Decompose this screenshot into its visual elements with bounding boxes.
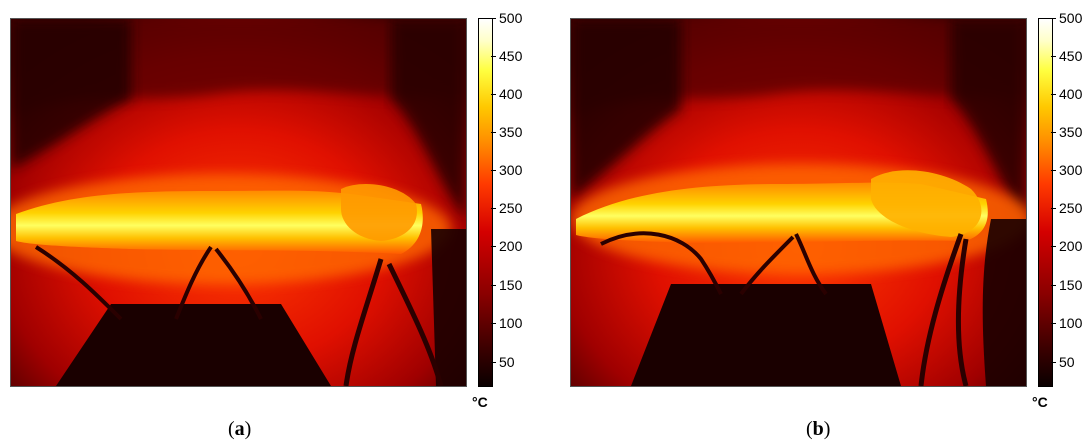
colorbar-tick [491, 18, 496, 19]
colorbar-tick [1051, 208, 1056, 209]
colorbar-tick-label: 200 [1059, 238, 1082, 254]
thermal-image-b [570, 18, 1027, 387]
colorbar-tick [491, 323, 496, 324]
colorbar-tick [1051, 94, 1056, 95]
colorbar-tick-label: 250 [499, 200, 523, 216]
colorbar-tick [1051, 362, 1056, 363]
colorbar-unit: °C [472, 394, 488, 410]
colorbar-tick [491, 94, 496, 95]
colorbar-tick-label: 450 [1059, 48, 1082, 64]
colorbar-tick-label: 500 [499, 10, 523, 26]
caption-a: (a) [228, 418, 252, 440]
colorbar-tick [1051, 285, 1056, 286]
colorbar-tick [491, 362, 496, 363]
colorbar-tick-label: 200 [499, 238, 523, 254]
colorbar-b [1038, 18, 1053, 387]
colorbar-tick [1051, 246, 1056, 247]
colorbar-tick [1051, 56, 1056, 57]
colorbar-tick-label: 450 [499, 48, 523, 64]
colorbar-tick [491, 285, 496, 286]
colorbar-tick-label: 350 [499, 124, 523, 140]
colorbar-tick-label: 300 [499, 162, 523, 178]
colorbar-tick-label: 350 [1059, 124, 1082, 140]
colorbar-tick [1051, 18, 1056, 19]
colorbar-a [478, 18, 493, 387]
colorbar-tick [1051, 323, 1056, 324]
colorbar-tick-label: 400 [499, 86, 523, 102]
colorbar-tick-label: 400 [1059, 86, 1082, 102]
colorbar-tick-label: 300 [1059, 162, 1082, 178]
colorbar-tick [1051, 132, 1056, 133]
colorbar-tick-label: 150 [1059, 277, 1082, 293]
colorbar-tick [491, 132, 496, 133]
colorbar-tick [1051, 170, 1056, 171]
colorbar-tick-label: 250 [1059, 200, 1082, 216]
colorbar-tick-label: 500 [1059, 10, 1082, 26]
colorbar-tick-label: 100 [499, 315, 523, 331]
colorbar-tick [491, 246, 496, 247]
thermal-image-a [10, 18, 467, 387]
colorbar-unit: °C [1032, 394, 1048, 410]
caption-b: (b) [806, 418, 831, 440]
colorbar-tick [491, 170, 496, 171]
colorbar-tick-label: 100 [1059, 315, 1082, 331]
colorbar-tick [491, 56, 496, 57]
colorbar-tick [491, 208, 496, 209]
colorbar-tick-label: 50 [499, 354, 515, 370]
colorbar-tick-label: 50 [1059, 354, 1075, 370]
colorbar-tick-label: 150 [499, 277, 523, 293]
